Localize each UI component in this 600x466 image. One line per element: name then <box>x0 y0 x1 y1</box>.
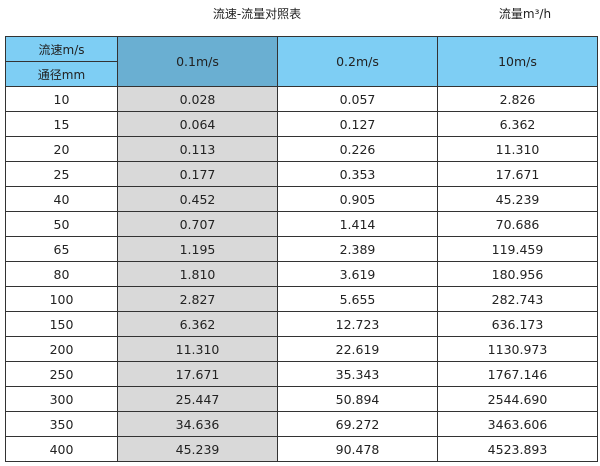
velocity-header: 流速m/s <box>5 36 118 62</box>
diameter-cell: 350 <box>5 411 118 437</box>
column-header: 10m/s <box>437 36 598 87</box>
table-row: 350 34.636 69.272 3463.606 <box>5 411 598 437</box>
flow-cell: 45.239 <box>437 186 598 212</box>
diameter-cell: 150 <box>5 311 118 337</box>
diameter-cell: 10 <box>5 86 118 112</box>
flow-cell: 1.414 <box>277 211 438 237</box>
flow-cell: 0.226 <box>277 136 438 162</box>
flow-cell: 0.905 <box>277 186 438 212</box>
diameter-cell: 40 <box>5 186 118 212</box>
flow-cell: 6.362 <box>437 111 598 137</box>
flow-cell: 2.826 <box>437 86 598 112</box>
flow-cell: 2.827 <box>117 286 278 312</box>
flow-cell: 0.127 <box>277 111 438 137</box>
flow-cell: 282.743 <box>437 286 598 312</box>
table-row: 100 2.827 5.655 282.743 <box>5 286 598 312</box>
flow-cell: 45.239 <box>117 436 278 462</box>
flow-cell: 50.894 <box>277 386 438 412</box>
flow-cell: 5.655 <box>277 286 438 312</box>
flow-cell: 3.619 <box>277 261 438 287</box>
table-row: 400 45.239 90.478 4523.893 <box>5 436 598 462</box>
header-row: 通径mm <box>5 61 598 87</box>
flow-cell: 11.310 <box>117 336 278 362</box>
flow-cell: 34.636 <box>117 411 278 437</box>
diameter-cell: 200 <box>5 336 118 362</box>
flow-cell: 2.389 <box>277 236 438 262</box>
diameter-header: 通径mm <box>5 61 118 87</box>
diameter-cell: 50 <box>5 211 118 237</box>
table-row: 20 0.113 0.226 11.310 <box>5 136 598 162</box>
flow-cell: 11.310 <box>437 136 598 162</box>
diameter-cell: 25 <box>5 161 118 187</box>
flow-cell: 0.177 <box>117 161 278 187</box>
flow-cell: 1.810 <box>117 261 278 287</box>
flow-cell: 2544.690 <box>437 386 598 412</box>
flow-cell: 636.173 <box>437 311 598 337</box>
flow-cell: 1.195 <box>117 236 278 262</box>
flow-cell: 0.452 <box>117 186 278 212</box>
flow-cell: 6.362 <box>117 311 278 337</box>
flow-cell: 0.064 <box>117 111 278 137</box>
table-row: 80 1.810 3.619 180.956 <box>5 261 598 287</box>
table-row: 10 0.028 0.057 2.826 <box>5 86 598 112</box>
flow-cell: 90.478 <box>277 436 438 462</box>
table-row: 150 6.362 12.723 636.173 <box>5 311 598 337</box>
flow-cell: 12.723 <box>277 311 438 337</box>
diameter-cell: 250 <box>5 361 118 387</box>
flow-cell: 1130.973 <box>437 336 598 362</box>
column-header: 0.2m/s <box>277 36 438 87</box>
flow-cell: 69.272 <box>277 411 438 437</box>
unit-label: 流量m³/h <box>498 7 552 21</box>
diameter-cell: 400 <box>5 436 118 462</box>
diameter-cell: 15 <box>5 111 118 137</box>
flow-cell: 1767.146 <box>437 361 598 387</box>
flow-cell: 0.353 <box>277 161 438 187</box>
flow-cell: 0.057 <box>277 86 438 112</box>
table-row: 250 17.671 35.343 1767.146 <box>5 361 598 387</box>
table-row: 15 0.064 0.127 6.362 <box>5 111 598 137</box>
column-header: 0.1m/s <box>117 36 278 87</box>
header-row: 流速m/s 0.1m/s 0.2m/s 10m/s <box>5 36 598 87</box>
flow-cell: 70.686 <box>437 211 598 237</box>
diameter-cell: 80 <box>5 261 118 287</box>
flow-cell: 25.447 <box>117 386 278 412</box>
table-row: 25 0.177 0.353 17.671 <box>5 161 598 187</box>
flow-cell: 17.671 <box>117 361 278 387</box>
flow-cell: 3463.606 <box>437 411 598 437</box>
flow-cell: 17.671 <box>437 161 598 187</box>
flow-cell: 119.459 <box>437 236 598 262</box>
table-row: 200 11.310 22.619 1130.973 <box>5 336 598 362</box>
diameter-cell: 20 <box>5 136 118 162</box>
table-row: 65 1.195 2.389 119.459 <box>5 236 598 262</box>
table-title: 流速-流量对照表 <box>212 7 302 21</box>
flow-cell: 0.707 <box>117 211 278 237</box>
flow-cell: 0.113 <box>117 136 278 162</box>
velocity-flow-table: 流速m/s 0.1m/s 0.2m/s 10m/s 通径mm 10 0.028 0.… <box>5 36 598 462</box>
table-row: 40 0.452 0.905 45.239 <box>5 186 598 212</box>
flow-cell: 180.956 <box>437 261 598 287</box>
diameter-cell: 100 <box>5 286 118 312</box>
flow-cell: 0.028 <box>117 86 278 112</box>
flow-cell: 4523.893 <box>437 436 598 462</box>
table-row: 50 0.707 1.414 70.686 <box>5 211 598 237</box>
flow-cell: 22.619 <box>277 336 438 362</box>
diameter-cell: 65 <box>5 236 118 262</box>
flow-cell: 35.343 <box>277 361 438 387</box>
diameter-cell: 300 <box>5 386 118 412</box>
table-row: 300 25.447 50.894 2544.690 <box>5 386 598 412</box>
